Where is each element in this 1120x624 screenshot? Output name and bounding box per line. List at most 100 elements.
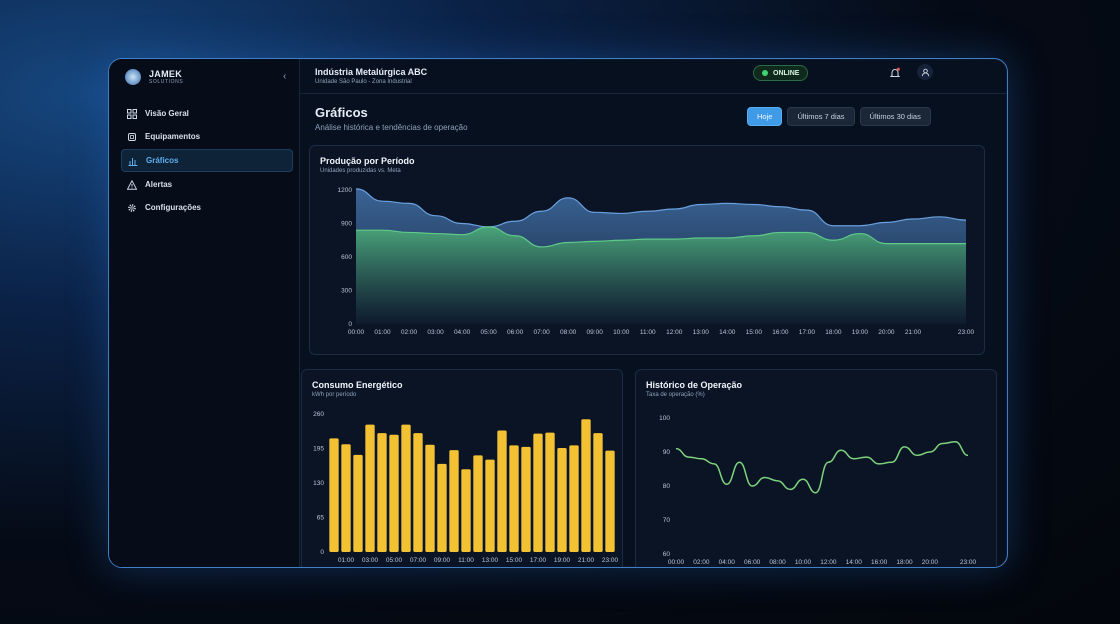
energy-bar — [473, 455, 483, 552]
energy-chart-card: Consumo Energético kWh por período 0 65 13… — [301, 369, 623, 567]
operation-x-tick-label: 06:00 — [744, 559, 761, 566]
energy-x-tick-label: 13:00 — [482, 557, 499, 564]
sidebar-item-label: Configurações — [145, 203, 202, 212]
production-x-tick-label: 04:00 — [454, 329, 471, 336]
brand: JAMEK SOLUTIONS — [125, 69, 183, 85]
collapse-sidebar-chevron-icon[interactable]: ‹ — [283, 71, 287, 82]
energy-x-tick-label: 05:00 — [386, 557, 403, 564]
production-x-tick-label: 03:00 — [427, 329, 444, 336]
operation-x-tick-label: 10:00 — [795, 559, 812, 566]
sidebar-item-label: Alertas — [145, 180, 173, 189]
production-y-tick-label: 0 — [348, 321, 352, 328]
production-chart: 0 300 600 900 1200 00:00 01:00 02:00 03:00 04:00 0… — [338, 187, 975, 336]
sidebar-item-label: Equipamentos — [145, 132, 201, 141]
sidebar-item-alertas[interactable]: Alertas — [121, 174, 293, 195]
operation-x-tick-label: 04:00 — [719, 559, 736, 566]
period-filter-group: Hoje Últimos 7 dias Últimos 30 dias — [747, 107, 931, 126]
production-chart-card: Produção por Período Unidades produzidas… — [309, 145, 985, 355]
filter-30-days-button[interactable]: Últimos 30 dias — [859, 107, 931, 126]
status-text: ONLINE — [773, 69, 800, 77]
production-x-tick-label: 11:00 — [640, 329, 656, 336]
energy-bar — [413, 433, 423, 552]
filter-7-days-button[interactable]: Últimos 7 dias — [787, 107, 855, 126]
operation-x-tick-label: 20:00 — [922, 559, 939, 566]
operation-x-tick-label: 02:00 — [693, 559, 710, 566]
user-avatar[interactable] — [917, 64, 933, 80]
energy-bar — [329, 438, 339, 552]
operation-y-tick-label: 80 — [663, 483, 671, 490]
brand-name: JAMEK — [149, 69, 183, 79]
energy-chart-subtitle: kWh por período — [312, 392, 357, 398]
top-header: Indústria Metalúrgica ABC Unidade São Pa… — [299, 59, 1007, 94]
production-x-tick-label: 02:00 — [401, 329, 418, 336]
energy-chart-title: Consumo Energético — [312, 380, 403, 390]
production-y-tick-label: 300 — [341, 288, 352, 295]
energy-x-tick-label: 09:00 — [434, 557, 451, 564]
sidebar-nav: Visão Geral Equipamentos Gráficos Alerta… — [121, 103, 293, 220]
sidebar-item-configuracoes[interactable]: Configurações — [121, 197, 293, 218]
production-x-tick-label: 05:00 — [480, 329, 497, 336]
energy-y-tick-label: 65 — [317, 515, 325, 522]
production-x-tick-label: 09:00 — [587, 329, 604, 336]
filter-today-button[interactable]: Hoje — [747, 107, 783, 126]
production-chart-title: Produção por Período — [320, 156, 415, 166]
production-y-tick-label: 1200 — [338, 187, 353, 194]
operation-y-tick-label: 90 — [663, 449, 671, 456]
app-window: JAMEK SOLUTIONS ‹ Visão Geral Equipament… — [108, 58, 1008, 568]
energy-x-tick-label: 17:00 — [530, 557, 547, 564]
production-x-tick-label: 12:00 — [666, 329, 683, 336]
energy-bar — [353, 454, 363, 552]
sidebar-item-equipamentos[interactable]: Equipamentos — [121, 126, 293, 147]
energy-bar — [365, 424, 375, 552]
energy-bar — [461, 469, 471, 552]
production-x-tick-label: 18:00 — [825, 329, 842, 336]
gear-icon — [128, 203, 136, 212]
operation-x-tick-label: 23:00 — [960, 559, 977, 566]
energy-bar — [605, 450, 615, 552]
energy-bar — [581, 419, 591, 552]
operation-chart-card: Histórico de Operação Taxa de operação (… — [635, 369, 997, 567]
status-dot-icon — [762, 70, 768, 76]
chip-icon — [128, 132, 136, 141]
energy-chart: 0 65 130 195 260 01:00 03:00 05:00 07:00 09:00 11:… — [313, 411, 618, 564]
production-y-tick-label: 600 — [341, 254, 352, 261]
production-x-tick-label: 21:00 — [905, 329, 922, 336]
energy-bar — [497, 430, 507, 552]
sidebar-item-graficos[interactable]: Gráficos — [121, 149, 293, 172]
page-title: Gráficos — [315, 105, 368, 120]
operation-chart: 60 70 80 90 100 00:00 02:00 04:00 06:00 08:00 10:0… — [659, 415, 977, 566]
production-x-tick-label: 08:00 — [560, 329, 577, 336]
production-chart-subtitle: Unidades produzidas vs. Meta — [320, 168, 401, 174]
energy-bar — [569, 445, 579, 552]
production-x-tick-label: 16:00 — [772, 329, 789, 336]
energy-y-tick-label: 195 — [313, 446, 324, 453]
bell-icon[interactable] — [889, 67, 901, 79]
operation-x-tick-label: 08:00 — [769, 559, 786, 566]
sidebar: JAMEK SOLUTIONS ‹ Visão Geral Equipament… — [109, 59, 300, 567]
energy-y-tick-label: 130 — [313, 480, 324, 487]
page-subtitle: Análise histórica e tendências de operaç… — [315, 123, 468, 132]
sidebar-item-label: Gráficos — [146, 156, 179, 165]
energy-y-tick-label: 0 — [320, 549, 324, 556]
status-badge: ONLINE — [753, 65, 809, 81]
operation-y-tick-label: 100 — [659, 415, 670, 422]
production-series-line — [355, 188, 967, 228]
energy-bar — [377, 433, 387, 552]
sidebar-item-visao-geral[interactable]: Visão Geral — [121, 103, 293, 124]
energy-bar — [545, 432, 555, 552]
energy-bar — [389, 434, 399, 552]
production-x-tick-label: 00:00 — [348, 329, 365, 336]
user-icon — [921, 68, 929, 76]
energy-bar — [485, 459, 495, 552]
sidebar-item-label: Visão Geral — [145, 109, 189, 118]
energy-bar — [593, 433, 603, 552]
production-x-tick-label: 07:00 — [534, 329, 551, 336]
energy-bar — [449, 450, 459, 552]
operation-chart-subtitle: Taxa de operação (%) — [646, 392, 705, 398]
energy-bar — [425, 444, 435, 552]
company-location: Unidade São Paulo - Zona Industrial — [315, 79, 412, 85]
operation-x-tick-label: 18:00 — [896, 559, 913, 566]
production-x-tick-label: 23:00 — [958, 329, 975, 336]
production-x-tick-label: 10:00 — [613, 329, 630, 336]
operation-x-tick-label: 14:00 — [846, 559, 863, 566]
